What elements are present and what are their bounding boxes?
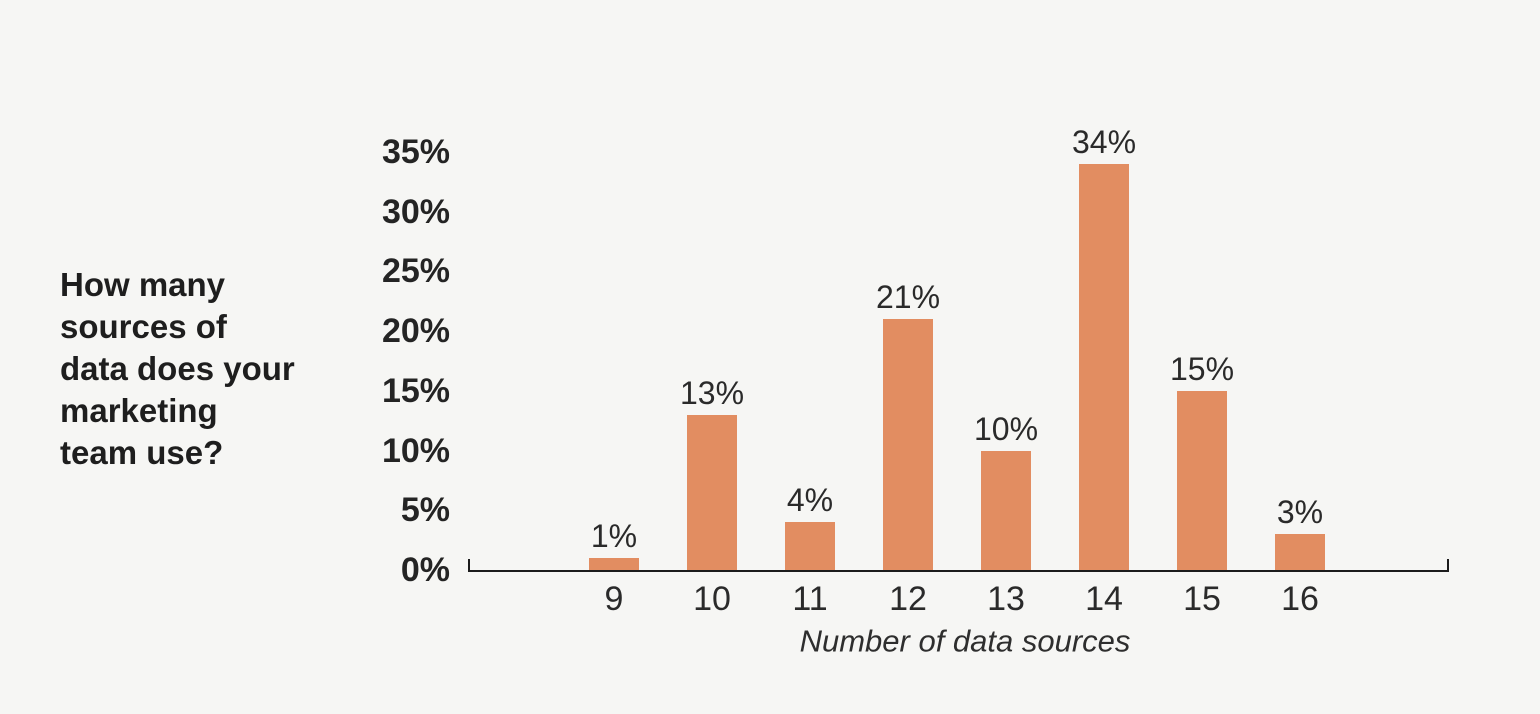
- axis-right-end-tick: [1447, 559, 1449, 570]
- x-tick-label: 13: [987, 580, 1025, 618]
- x-tick-label: 11: [792, 580, 828, 618]
- bar-value-label: 21%: [875, 279, 941, 316]
- bar-15: [1177, 390, 1227, 570]
- bar-16: [1275, 534, 1325, 570]
- bar-value-label: 10%: [973, 410, 1039, 447]
- y-tick-label: 5%: [400, 491, 450, 530]
- y-axis-labels: 0% 5% 10% 15% 20% 25% 30% 35%: [280, 135, 450, 587]
- y-tick-label: 30%: [381, 192, 450, 231]
- bar-value-label: 34%: [1071, 123, 1137, 160]
- bar-value-label: 3%: [1276, 494, 1324, 531]
- x-tick-label: 14: [1085, 580, 1123, 618]
- x-tick-label: 15: [1183, 580, 1221, 618]
- bar-14: [1079, 163, 1129, 570]
- y-tick-label: 25%: [381, 252, 450, 291]
- y-tick-label: 15%: [381, 371, 450, 410]
- x-tick-label: 10: [693, 580, 731, 618]
- y-tick-label: 35%: [381, 133, 450, 171]
- axis-left-end-tick: [468, 559, 470, 570]
- bar-13: [981, 450, 1031, 570]
- y-tick-label: 0%: [400, 551, 450, 589]
- bar-value-label: 13%: [679, 374, 745, 411]
- y-tick-label: 10%: [381, 431, 450, 470]
- bar-10: [687, 414, 737, 570]
- x-axis-title: Number of data sources: [799, 623, 1131, 659]
- y-tick-label: 20%: [381, 312, 450, 351]
- x-tick-label: 9: [604, 580, 624, 618]
- x-tick-label: 16: [1281, 580, 1319, 618]
- x-tick-label: 12: [889, 580, 927, 618]
- bar-9: [589, 558, 639, 570]
- bar-value-label: 15%: [1169, 350, 1235, 387]
- bar-12: [883, 319, 933, 570]
- chart-title: How many sources of data does your marke…: [60, 266, 295, 471]
- bar-11: [785, 522, 835, 570]
- bar-value-label: 1%: [590, 518, 638, 555]
- bar-value-label: 4%: [786, 482, 834, 519]
- plot-area: Number of data sources 1% 9 13% 10 4% 11 21% 12…: [468, 126, 1449, 657]
